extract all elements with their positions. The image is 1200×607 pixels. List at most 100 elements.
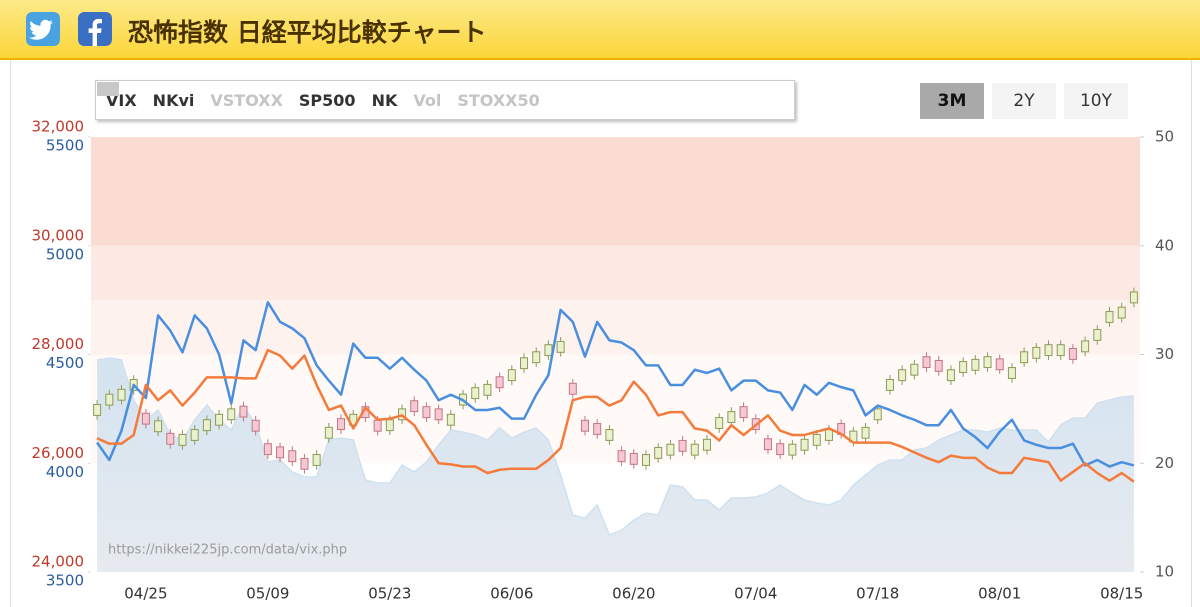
candle-body (166, 432, 175, 445)
candle-body (202, 419, 211, 432)
candle-body (324, 426, 333, 439)
y-tick-label: 24,000 (32, 553, 85, 571)
facebook-icon[interactable] (78, 12, 112, 46)
candle-body (288, 450, 297, 463)
candle-body (666, 443, 675, 456)
candle-body (544, 344, 553, 357)
candle-body (263, 443, 272, 456)
candle-body (568, 382, 577, 395)
candle-body (1129, 291, 1138, 304)
candle-body (93, 404, 102, 416)
chart-panel (10, 60, 1192, 607)
header-title: 恐怖指数 日経平均比較チャート (128, 18, 487, 47)
candle-body (105, 393, 114, 406)
candle-body (276, 446, 285, 459)
candle-body (532, 351, 541, 364)
line-nkvi (96, 348, 1135, 483)
line-vix (96, 301, 1135, 468)
range-button[interactable]: 2Y (992, 83, 1056, 119)
candle-body (1044, 344, 1053, 357)
candle-body (312, 454, 321, 466)
candle-body (824, 429, 833, 441)
x-tick-label: 05/23 (368, 585, 411, 603)
candle-body (251, 419, 260, 432)
legend-label: NKvi (152, 90, 195, 110)
x-tick-label: 06/20 (612, 585, 655, 603)
y3-tick-label: 5000 (46, 245, 84, 263)
y-tick-label: 32,000 (32, 118, 85, 136)
legend-item[interactable]: Vol (97, 82, 442, 110)
candle-body (1068, 348, 1077, 360)
x-tick-label: 05/09 (246, 585, 289, 603)
sp500-area (97, 357, 1134, 572)
candle-body (934, 359, 943, 372)
candle-body (812, 433, 821, 446)
y2-tick-label: 20 (1155, 454, 1174, 472)
candle-body (898, 369, 907, 382)
legend: VIX NKvi VSTOXX SP500 NK Vol STOXX50 (95, 80, 795, 120)
candle-body (800, 438, 809, 451)
legend-label: VSTOXX (210, 90, 283, 110)
candle-body (654, 446, 663, 459)
candle-body (776, 443, 785, 456)
candle-body (410, 400, 419, 413)
legend-item[interactable]: NKvi (97, 87, 195, 110)
candle-body (971, 358, 980, 371)
candle-body (300, 457, 309, 470)
header: 恐怖指数 日経平均比較チャート (0, 0, 1200, 60)
candle-body (373, 419, 382, 432)
candle-body (178, 433, 187, 446)
y3-tick-label: 5500 (46, 137, 84, 155)
candle-body (483, 383, 492, 396)
y2-tick-label: 30 (1155, 345, 1174, 363)
candle-body (239, 405, 248, 418)
x-tick-label: 07/04 (734, 585, 777, 603)
x-tick-label: 08/01 (978, 585, 1021, 603)
legend-item[interactable]: STOXX50 (97, 82, 540, 110)
candle-body (983, 356, 992, 369)
candle-body (690, 443, 699, 456)
x-tick-label: 06/06 (490, 585, 533, 603)
candle-body (520, 357, 529, 370)
range-button[interactable]: 10Y (1064, 83, 1128, 119)
legend-item[interactable]: NK (97, 82, 397, 110)
legend-label: SP500 (298, 90, 356, 110)
candle-body (1081, 340, 1090, 353)
x-tick-label: 08/15 (1100, 585, 1143, 603)
candle-body (605, 429, 614, 441)
candle-body (995, 358, 1004, 371)
candle-body (739, 406, 748, 419)
candle-body (471, 387, 480, 400)
candle-body (885, 379, 894, 391)
legend-item[interactable]: SP500 (97, 82, 356, 110)
candle-body (581, 419, 590, 432)
candle-body (507, 369, 516, 382)
candle-body (1020, 351, 1029, 364)
y2-tick-label: 50 (1155, 128, 1174, 146)
x-tick-label: 04/25 (124, 585, 167, 603)
candle-body (788, 443, 797, 456)
candle-body (495, 376, 504, 389)
candle-body (715, 417, 724, 429)
y3-tick-label: 4000 (46, 463, 84, 481)
watermark: https://nikkei225jp.com/data/vix.php (108, 543, 347, 558)
twitter-icon[interactable] (26, 12, 60, 46)
legend-item[interactable]: VSTOXX (97, 87, 283, 110)
range-buttons: 3M 2Y 10Y (920, 83, 1136, 119)
legend-label: Vol (413, 90, 442, 110)
y-tick-label: 26,000 (32, 444, 85, 462)
y3-tick-label: 3500 (46, 572, 84, 590)
candle-body (337, 418, 346, 431)
y3-tick-label: 4500 (46, 354, 84, 372)
candle-body (446, 413, 455, 426)
candle-body (617, 450, 626, 463)
zone-band (91, 245, 1140, 301)
candle-body (385, 419, 394, 432)
candle-body (1007, 367, 1016, 379)
legend-symbol (97, 82, 119, 96)
range-button[interactable]: 3M (920, 83, 984, 119)
candle-body (629, 452, 638, 465)
candle-body (190, 429, 199, 441)
